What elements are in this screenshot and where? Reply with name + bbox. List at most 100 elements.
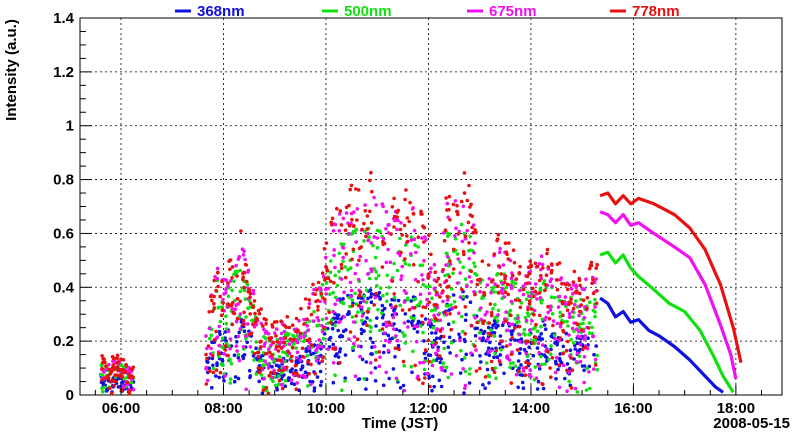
data-point bbox=[364, 387, 368, 391]
data-point bbox=[427, 376, 432, 380]
data-point bbox=[541, 343, 545, 347]
data-point bbox=[499, 348, 503, 352]
data-point bbox=[593, 363, 598, 367]
data-point bbox=[532, 294, 536, 299]
data-point bbox=[588, 263, 593, 268]
data-point bbox=[303, 375, 308, 380]
data-point bbox=[549, 352, 553, 357]
data-point bbox=[281, 350, 285, 354]
data-point bbox=[316, 343, 321, 348]
data-point bbox=[467, 248, 471, 253]
data-point bbox=[230, 288, 234, 293]
data-point bbox=[431, 343, 436, 348]
data-point bbox=[331, 380, 336, 385]
data-point bbox=[561, 344, 566, 349]
data-point bbox=[113, 379, 117, 384]
data-point bbox=[100, 386, 104, 391]
data-point bbox=[335, 206, 339, 211]
data-point bbox=[426, 276, 431, 280]
data-point bbox=[522, 327, 527, 332]
data-point bbox=[252, 299, 257, 303]
data-point bbox=[226, 294, 231, 299]
data-point bbox=[547, 316, 552, 321]
data-point bbox=[394, 334, 398, 338]
data-point bbox=[426, 338, 431, 343]
data-point bbox=[355, 218, 359, 222]
data-point bbox=[321, 336, 326, 341]
data-point bbox=[309, 343, 314, 347]
data-point bbox=[430, 296, 434, 301]
data-point bbox=[383, 338, 388, 343]
data-point bbox=[317, 338, 322, 342]
data-point bbox=[591, 308, 596, 313]
data-point bbox=[333, 222, 338, 227]
data-point bbox=[351, 301, 355, 305]
data-point bbox=[496, 284, 500, 289]
data-point bbox=[532, 308, 537, 313]
y-tick-label: 0.4 bbox=[53, 279, 75, 296]
data-point bbox=[291, 333, 295, 338]
data-point bbox=[360, 314, 365, 318]
data-point bbox=[396, 298, 401, 303]
data-point bbox=[576, 329, 581, 334]
data-point bbox=[489, 333, 493, 338]
data-point bbox=[296, 328, 300, 333]
data-point bbox=[246, 270, 250, 274]
data-point bbox=[250, 318, 254, 323]
data-point bbox=[311, 351, 316, 356]
data-point bbox=[443, 273, 447, 278]
data-point bbox=[515, 320, 519, 325]
data-point bbox=[444, 251, 449, 256]
data-point bbox=[411, 206, 415, 210]
data-point bbox=[379, 311, 384, 315]
data-point bbox=[473, 264, 477, 269]
legend: 368nm 500nm 675nm 778nm bbox=[175, 3, 680, 20]
data-point bbox=[513, 281, 518, 286]
data-point bbox=[333, 323, 337, 328]
data-point bbox=[494, 348, 499, 353]
data-point bbox=[527, 301, 532, 306]
data-point bbox=[370, 189, 374, 194]
data-point bbox=[541, 386, 546, 391]
data-point bbox=[493, 302, 497, 307]
data-point bbox=[407, 308, 412, 312]
data-point bbox=[261, 324, 265, 328]
data-point bbox=[455, 210, 460, 214]
data-point bbox=[535, 329, 540, 334]
data-point bbox=[390, 279, 395, 283]
data-point bbox=[292, 382, 297, 387]
data-point bbox=[215, 270, 220, 275]
data-point bbox=[281, 368, 286, 373]
data-point bbox=[532, 312, 536, 317]
data-point bbox=[551, 323, 555, 328]
data-point bbox=[378, 286, 383, 290]
data-point bbox=[373, 295, 378, 300]
data-point bbox=[474, 369, 479, 373]
data-point bbox=[277, 368, 281, 373]
data-point bbox=[475, 320, 479, 325]
data-point bbox=[237, 330, 241, 335]
data-point bbox=[455, 203, 459, 208]
data-point bbox=[285, 315, 290, 319]
data-point bbox=[483, 386, 488, 391]
data-point bbox=[329, 320, 333, 325]
data-point bbox=[368, 318, 373, 323]
data-point bbox=[434, 279, 439, 284]
data-point bbox=[309, 312, 314, 317]
data-point bbox=[207, 366, 211, 371]
data-point bbox=[204, 365, 209, 370]
data-point bbox=[327, 337, 332, 342]
data-point bbox=[540, 337, 545, 341]
data-point bbox=[362, 294, 367, 299]
data-point bbox=[500, 281, 504, 285]
data-point bbox=[478, 366, 482, 371]
data-point bbox=[331, 310, 336, 314]
data-point bbox=[438, 360, 443, 365]
data-point bbox=[463, 277, 468, 281]
data-point bbox=[331, 290, 336, 295]
data-point bbox=[257, 379, 262, 384]
x-tick-label: 12:00 bbox=[409, 400, 447, 417]
data-point bbox=[346, 268, 350, 272]
data-point bbox=[395, 227, 399, 232]
plot-frame bbox=[79, 17, 783, 396]
